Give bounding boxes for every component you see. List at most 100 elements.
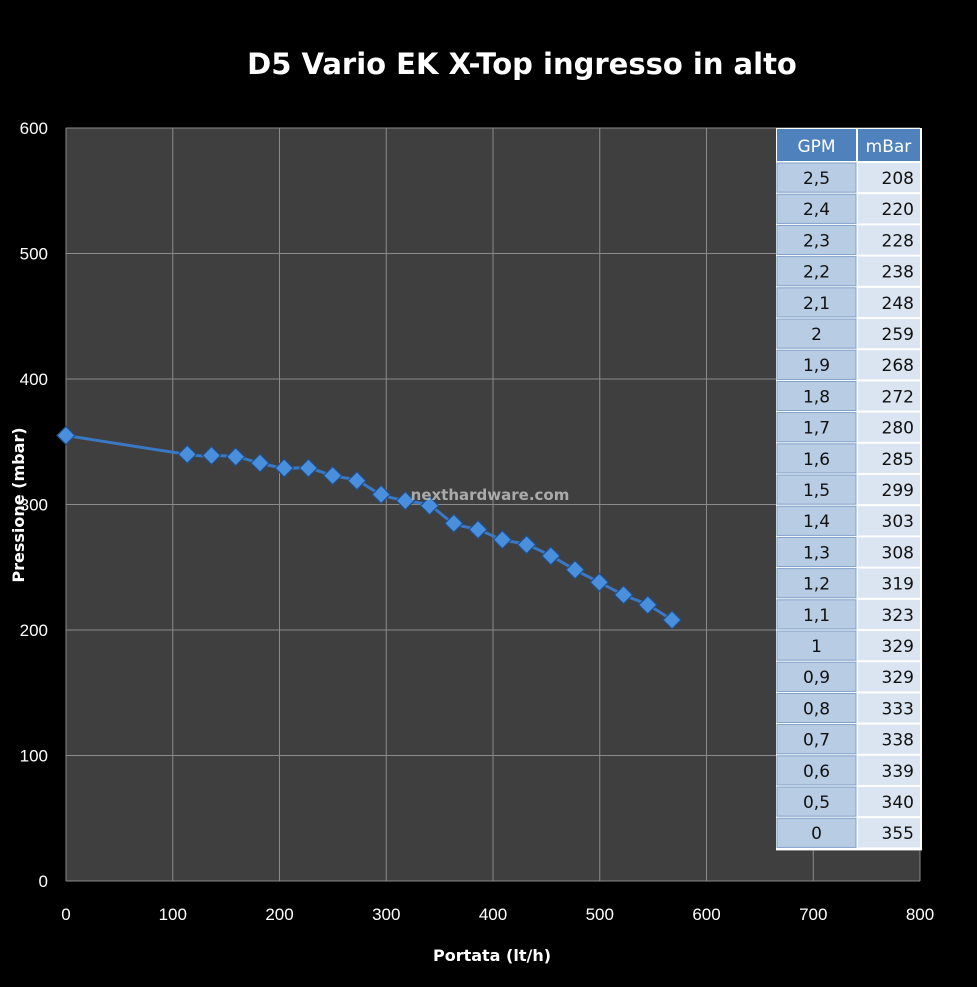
table-mbar-value: 220 <box>882 200 914 220</box>
data-point <box>298 458 319 478</box>
table-gpm-value: 2 <box>811 325 822 345</box>
table-cell-gpm <box>776 505 857 536</box>
data-point <box>177 444 198 465</box>
table-mbar-value: 329 <box>882 637 914 657</box>
table-cell-gpm <box>776 661 857 692</box>
table-header-cell <box>858 129 920 161</box>
table-gpm-value: 0,9 <box>803 668 830 688</box>
table-mbar-value: 323 <box>882 606 914 626</box>
data-point <box>613 585 634 605</box>
table-mbar-value: 339 <box>882 762 914 782</box>
data-point <box>225 446 246 467</box>
table-cell-gpm <box>776 224 857 256</box>
x-tick-label: 300 <box>372 905 400 924</box>
table-gpm-value: 1,9 <box>803 356 830 376</box>
y-tick-label: 100 <box>20 747 48 766</box>
table-cell-mbar <box>858 631 920 661</box>
table-mbar-value: 338 <box>882 731 914 751</box>
table-mbar-value: 355 <box>882 824 914 844</box>
table-cell-mbar <box>858 599 920 629</box>
table-cell-mbar <box>858 412 920 442</box>
table-cell-gpm <box>776 630 857 661</box>
table-cell-gpm <box>776 599 857 630</box>
table-cell-mbar <box>858 537 920 567</box>
data-point <box>565 559 585 580</box>
data-point <box>56 425 76 446</box>
table-mbar-value: 308 <box>882 543 914 563</box>
data-point <box>201 445 222 466</box>
table-cell-gpm <box>776 193 857 224</box>
table-mbar-value: 299 <box>882 481 914 501</box>
data-point <box>492 529 513 550</box>
table-mbar-value: 303 <box>882 512 914 532</box>
table-gpm-value: 2,2 <box>803 263 830 283</box>
table-header-gpm: GPM <box>797 137 835 157</box>
table-gpm-value: 0,7 <box>803 731 830 751</box>
table-cell-mbar <box>858 256 920 286</box>
table-mbar-value: 285 <box>882 450 914 470</box>
x-tick-label: 400 <box>479 905 507 924</box>
table-mbar-value: 208 <box>882 169 914 189</box>
y-tick-label: 0 <box>39 872 48 891</box>
tick-labels: 0 100 200 300 400 500 600 700 800 0 100 200 300 400 50… <box>20 119 935 924</box>
data-point <box>371 484 391 505</box>
x-tick-label: 800 <box>906 905 934 924</box>
data-point <box>347 470 367 491</box>
table-gpm-value: 1,3 <box>803 543 830 563</box>
table-cell-mbar <box>858 662 920 692</box>
table-gpm-value: 1,5 <box>803 481 830 501</box>
x-tick-label: 600 <box>692 905 720 924</box>
table-cell-mbar <box>858 506 920 536</box>
y-tick-label: 200 <box>20 621 48 640</box>
table-cell-mbar <box>858 818 920 848</box>
table-cell-mbar <box>858 443 920 473</box>
x-tick-label: 700 <box>799 905 827 924</box>
table-gpm-value: 1 <box>811 637 822 657</box>
x-tick-label: 0 <box>61 905 70 924</box>
table-cell-gpm <box>776 755 857 786</box>
table-gpm-value: 2,3 <box>803 231 830 251</box>
chart-title: D5 Vario EK X-Top ingresso in alto <box>247 47 797 81</box>
table-gpm-value: 2,1 <box>803 294 830 314</box>
table-cell-mbar <box>858 693 920 723</box>
data-point <box>322 465 343 486</box>
watermark-text: nexthardware.com <box>411 486 570 504</box>
y-axis-label: Pressione (mbar) <box>9 427 28 582</box>
table-mbar-value: 280 <box>882 419 914 439</box>
table-gpm-value: 0 <box>811 824 822 844</box>
table-mbar-value: 228 <box>882 231 914 251</box>
table-cell-mbar <box>858 568 920 598</box>
table-gpm-value: 1,2 <box>803 575 830 595</box>
table-gpm-value: 2,5 <box>803 169 830 189</box>
data-table: GPM mBar 2,5 208 2,4 220 2,3 228 2,2 238 2,1 248 2 25… <box>776 128 922 851</box>
table-cell-gpm <box>776 724 857 755</box>
data-point <box>541 546 561 566</box>
y-tick-label: 400 <box>20 370 48 389</box>
data-point <box>395 490 416 511</box>
table-gpm-value: 1,6 <box>803 450 830 470</box>
table-cell-mbar <box>858 787 920 817</box>
table-cell-gpm <box>776 412 857 443</box>
table-mbar-value: 238 <box>882 263 914 283</box>
table-cell-mbar <box>858 724 920 754</box>
table-cell-gpm <box>776 380 857 412</box>
data-point <box>250 453 270 473</box>
table-cell-gpm <box>776 256 857 287</box>
table-cell-mbar <box>858 475 920 505</box>
table-cell-mbar <box>858 163 920 193</box>
table-gpm-value: 1,7 <box>803 419 830 439</box>
table-mbar-value: 319 <box>882 575 914 595</box>
y-tick-label: 600 <box>20 119 48 138</box>
table-cell-mbar <box>858 350 920 380</box>
table-cell-mbar <box>858 225 920 255</box>
table-mbar-value: 259 <box>882 325 914 345</box>
y-tick-label: 300 <box>20 496 48 515</box>
table-cell-mbar <box>858 287 920 317</box>
table-header-mbar: mBar <box>866 137 912 157</box>
data-point <box>662 610 682 630</box>
table-cell-mbar <box>858 194 920 224</box>
x-tick-label: 200 <box>265 905 293 924</box>
table-cell-gpm <box>776 349 857 380</box>
data-point <box>516 534 537 555</box>
